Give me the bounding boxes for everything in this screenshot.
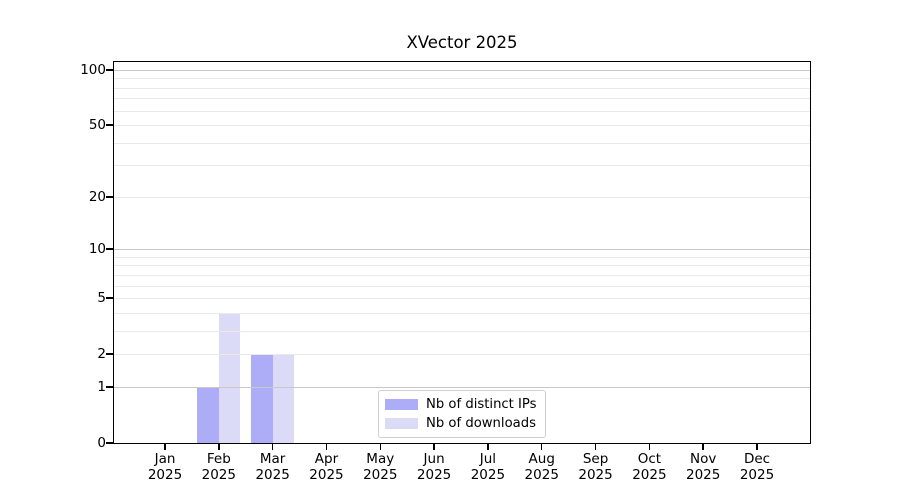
x-tick-month-apr: Apr — [314, 451, 339, 467]
x-tick-month-nov: Nov — [690, 451, 717, 467]
y-tick-label-10: 10 — [88, 241, 106, 258]
gridline-decade-10 — [114, 249, 810, 251]
y-tick-label-0: 0 — [97, 435, 106, 451]
y-tick-2 — [106, 353, 113, 355]
x-tick-month-mar: Mar — [259, 451, 286, 467]
y-tick-0 — [106, 442, 113, 444]
bar-distinct-ips-mar — [251, 354, 273, 443]
bar-downloads-mar — [272, 354, 295, 443]
gridline-minor-3 — [114, 330, 810, 332]
x-tick-jul — [487, 444, 489, 450]
x-tick-label-sep: Sep 2025 — [554, 451, 638, 483]
x-tick-label-mar: Mar 2025 — [231, 451, 315, 483]
legend: Nb of distinct IPs Nb of downloads — [378, 390, 546, 438]
bar-downloads-feb — [218, 312, 241, 443]
y-tick-label-100: 100 — [80, 62, 106, 78]
x-tick-label-may: May 2025 — [338, 451, 422, 483]
gridline-minor-90 — [114, 78, 810, 80]
x-tick-oct — [648, 444, 651, 450]
y-tick-20 — [106, 196, 113, 198]
x-tick-label-nov: Nov 2025 — [661, 451, 745, 483]
gridline-minor-60 — [114, 110, 810, 112]
gridline-decade-1 — [114, 386, 810, 388]
y-tick-1 — [106, 386, 113, 388]
x-tick-month-may: May — [366, 451, 395, 467]
legend-item-distinct-ips: Nb of distinct IPs — [385, 395, 537, 414]
x-tick-label-jul: Jul 2025 — [446, 451, 530, 483]
y-tick-label-1: 1 — [97, 378, 106, 395]
x-tick-feb — [218, 444, 220, 450]
gridline-minor-40 — [114, 142, 810, 144]
x-tick-month-jul: Jul — [479, 451, 497, 467]
x-tick-year-oct: 2025 — [632, 467, 667, 483]
y-tick-100 — [106, 69, 113, 71]
x-tick-month-aug: Aug — [528, 451, 555, 467]
x-tick-year-aug: 2025 — [524, 467, 559, 483]
x-tick-may — [379, 444, 382, 450]
x-tick-sep — [594, 444, 597, 450]
x-tick-label-jan: Jan 2025 — [123, 451, 207, 483]
x-tick-year-jan: 2025 — [147, 467, 183, 483]
legend-label-downloads: Nb of downloads — [426, 416, 536, 431]
x-tick-month-jan: Jan — [154, 451, 176, 467]
gridline-minor-20 — [114, 196, 810, 198]
x-tick-month-sep: Sep — [582, 451, 609, 467]
y-tick-label-20: 20 — [88, 188, 106, 205]
gridline-minor-50 — [114, 125, 810, 127]
x-tick-year-apr: 2025 — [309, 467, 344, 483]
gridline-minor-80 — [114, 87, 810, 89]
x-tick-month-feb: Feb — [206, 451, 231, 467]
gridline-minor-5 — [114, 298, 810, 300]
x-tick-year-feb: 2025 — [201, 467, 236, 483]
x-tick-aug — [540, 444, 543, 450]
x-tick-year-mar: 2025 — [255, 467, 290, 483]
x-tick-year-sep: 2025 — [578, 467, 613, 483]
plot-area — [113, 61, 811, 444]
x-tick-year-dec: 2025 — [739, 467, 775, 483]
x-tick-month-jun: Jun — [423, 451, 445, 467]
x-tick-jun — [433, 444, 435, 450]
gridline-minor-8 — [114, 265, 810, 267]
x-tick-label-feb: Feb 2025 — [177, 451, 261, 483]
legend-item-downloads: Nb of downloads — [385, 414, 537, 433]
gridline-minor-4 — [114, 312, 810, 314]
x-tick-year-may: 2025 — [363, 467, 398, 483]
legend-swatch-downloads — [385, 418, 418, 429]
x-tick-label-dec: Dec 2025 — [715, 451, 799, 483]
y-tick-label-5: 5 — [97, 290, 106, 307]
gridline-minor-30 — [114, 165, 810, 167]
plot-canvas — [114, 62, 810, 443]
legend-swatch-distinct-ips — [385, 399, 418, 410]
y-tick-label-50: 50 — [88, 117, 106, 134]
gridline-decade-100 — [114, 70, 810, 71]
gridline-minor-6 — [114, 285, 810, 287]
x-tick-label-aug: Aug 2025 — [500, 451, 584, 483]
x-tick-nov — [702, 444, 704, 450]
x-tick-year-jul: 2025 — [470, 467, 506, 483]
gridline-minor-9 — [114, 256, 810, 258]
x-tick-apr — [325, 444, 328, 450]
gridline-minor-2 — [114, 354, 810, 356]
gridline-minor-7 — [114, 274, 810, 276]
x-tick-year-jun: 2025 — [416, 467, 452, 483]
y-tick-10 — [106, 248, 113, 250]
y-tick-50 — [106, 124, 113, 126]
x-tick-month-oct: Oct — [637, 451, 662, 467]
x-tick-label-apr: Apr 2025 — [284, 451, 368, 483]
x-tick-mar — [271, 444, 274, 450]
bar-distinct-ips-feb — [197, 386, 219, 443]
x-tick-jan — [164, 444, 166, 450]
legend-label-distinct-ips: Nb of distinct IPs — [426, 397, 537, 412]
x-tick-label-jun: Jun 2025 — [392, 451, 476, 483]
x-tick-month-dec: Dec — [743, 451, 771, 467]
y-tick-label-2: 2 — [97, 346, 106, 363]
x-tick-year-nov: 2025 — [686, 467, 721, 483]
y-tick-5 — [106, 297, 113, 299]
x-tick-label-oct: Oct 2025 — [607, 451, 691, 483]
gridline-minor-70 — [114, 98, 810, 100]
x-tick-dec — [756, 444, 758, 450]
chart-title: XVector 2025 — [406, 33, 518, 52]
